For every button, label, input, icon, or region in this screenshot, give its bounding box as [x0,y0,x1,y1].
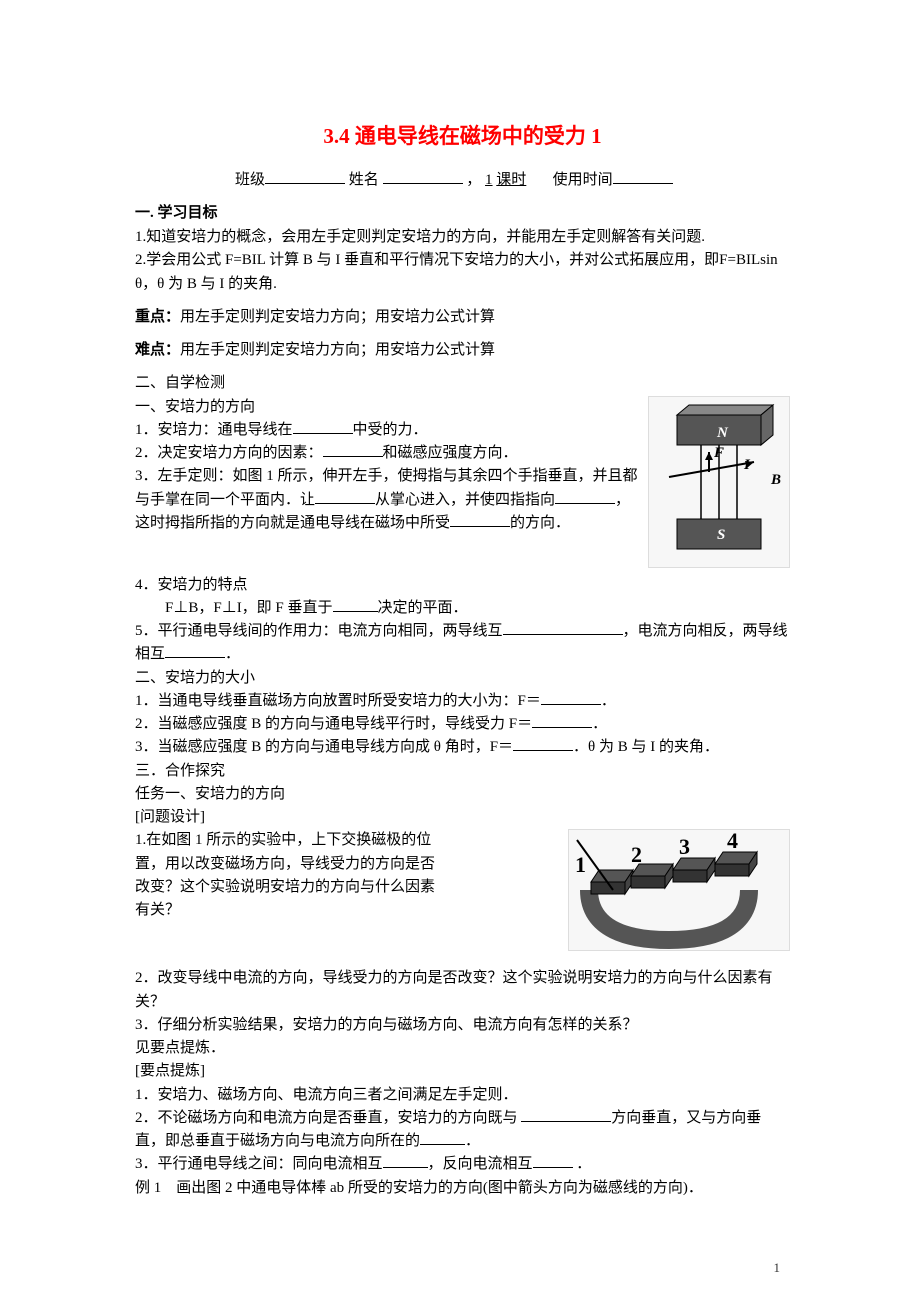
sub2-l1a: 1．当通电导线垂直磁场方向放置时所受安培力的大小为：F＝ [135,693,541,709]
s1: 1．安培力、磁场方向、电流方向三者之间满足左手定则． [135,1084,790,1107]
sub1-l2a: 2．决定安培力方向的因素： [135,445,323,461]
section1-head: 一. 学习目标 [135,201,790,222]
blank [555,503,615,504]
s3: 3．平行通电导线之间：同向电流相互 ，反向电流相互 ． [135,1153,790,1176]
goal2: 2.学会用公式 F=BIL 计算 B 与 I 垂直和平行情况下安培力的大小，并对… [135,249,790,296]
fig1-n: N [717,425,728,442]
q3: 3．仔细分析实验结果，安培力的方向与磁场方向、电流方向有怎样的关系？ [135,1014,790,1037]
blank [541,704,601,705]
figure-2-magnets: 1 2 3 4 [568,829,790,951]
blank [323,456,383,457]
sub1-l3b: 从掌心进入，并使四指指向 [375,492,555,508]
sub1-l4b: F⊥B，F⊥I，即 F 垂直于 决定的平面． [135,597,790,620]
diff-label: 难点： [135,342,180,358]
blank [532,727,592,728]
sub2-l3b: ．θ 为 B 与 I 的夹角． [573,739,719,755]
fig1-f: F [714,445,724,462]
summary-head: [要点提炼] [135,1060,790,1083]
class-label: 班级 [235,172,265,188]
sub1-l2b: 和磁感应强度方向． [383,445,518,461]
page-number: 1 [135,1260,790,1276]
class-blank [265,183,345,184]
blank [450,526,510,527]
fig2-n2: 2 [631,842,642,868]
blank [333,611,378,612]
sub2-l3a: 3．当磁感应强度 B 的方向与通电导线方向成 θ 角时，F＝ [135,739,513,755]
period-prefix: ， [466,172,481,188]
q1: 1.在如图 1 所示的实验中，上下交换磁极的位置，用以改变磁场方向，导线受力的方… [135,829,435,922]
fig2-n3: 3 [679,834,690,860]
name-label: 姓名 [349,172,379,188]
blank [513,750,573,751]
s2c: ． [465,1133,480,1149]
key-text: 用左手定则判定安培力方向；用安培力公式计算 [180,309,495,325]
diff-text: 用左手定则判定安培力方向；用安培力公式计算 [180,342,495,358]
example1: 例 1 画出图 2 中通电导体棒 ab 所受的安培力的方向(图中箭头方向为磁感线… [135,1177,790,1200]
key-label: 重点： [135,309,180,325]
blank [521,1121,611,1122]
sub1-l4: 4．安培力的特点 [135,574,790,597]
sub2-l2: 2．当磁感应强度 B 的方向与通电导线平行时，导线受力 F＝ ． [135,713,790,736]
blank [315,503,375,504]
sub1-l4b-b: 决定的平面． [378,600,468,616]
section2-head: 二、自学检测 [135,372,790,395]
difficulty: 难点：用左手定则判定安培力方向；用安培力公式计算 [135,339,790,362]
task1-head: 任务一、安培力的方向 [135,783,790,806]
sub1-l4b-a: F⊥B，F⊥I，即 F 垂直于 [135,600,333,616]
s3c: ． [573,1156,592,1172]
sub2-head: 二、安培力的大小 [135,667,790,690]
sub2-l3: 3．当磁感应强度 B 的方向与通电导线方向成 θ 角时，F＝ ．θ 为 B 与 I… [135,736,790,759]
sub1-l1b: 中受的力． [353,422,428,438]
fig1-b: B [771,472,781,489]
blank [503,634,623,635]
goal1: 1.知道安培力的概念，会用左手定则判定安培力的方向，并能用左手定则解答有关问题. [135,226,790,249]
meta-row: 班级 姓名 ， 1 课时 使用时间 [135,168,790,189]
s3a: 3．平行通电导线之间：同向电流相互 [135,1156,383,1172]
blank [533,1167,573,1168]
q2: 2．改变导线中电流的方向，导线受力的方向是否改变？这个实验说明安培力的方向与什么… [135,967,790,1014]
see-summary: 见要点提炼． [135,1037,790,1060]
fig2-n1: 1 [575,852,586,878]
blank [165,657,225,658]
keypoint: 重点：用左手定则判定安培力方向；用安培力公式计算 [135,306,790,329]
prob-design: [问题设计] [135,806,790,829]
fig1-i: I [744,457,750,474]
sub1-l5: 5．平行通电导线间的作用力：电流方向相同，两导线互，电流方向相反，两导线相互． [135,620,790,667]
sub1-l5a: 5．平行通电导线间的作用力：电流方向相同，两导线互 [135,623,503,639]
blank [383,1167,428,1168]
figure-1-magnet: N S F I B [648,396,790,568]
section3-head: 三．合作探究 [135,760,790,783]
sub1-l1a: 1．安培力：通电导线在 [135,422,293,438]
time-label: 使用时间 [553,172,613,188]
blank [420,1144,465,1145]
sub1-l3d: 的方向． [510,515,570,531]
doc-title: 3.4 通电导线在磁场中的受力 1 [135,120,790,150]
fig1-s: S [717,527,725,544]
name-blank [383,183,463,184]
s3b: ，反向电流相互 [428,1156,533,1172]
sub1-l5c: ． [225,646,240,662]
period-suffix: 课时 [496,172,526,188]
s2: 2．不论磁场方向和电流方向是否垂直，安培力的方向既与 方向垂直，又与方向垂直，即… [135,1107,790,1154]
s2a: 2．不论磁场方向和电流方向是否垂直，安培力的方向既与 [135,1110,521,1126]
sub2-l1: 1．当通电导线垂直磁场方向放置时所受安培力的大小为：F＝ ． [135,690,790,713]
sub2-l2b: ． [592,716,607,732]
time-blank [613,183,673,184]
sub2-l2a: 2．当磁感应强度 B 的方向与通电导线平行时，导线受力 F＝ [135,716,532,732]
blank [293,433,353,434]
period-value: 1 [485,172,493,188]
sub2-l1b: ． [601,693,616,709]
fig2-n4: 4 [727,828,738,854]
